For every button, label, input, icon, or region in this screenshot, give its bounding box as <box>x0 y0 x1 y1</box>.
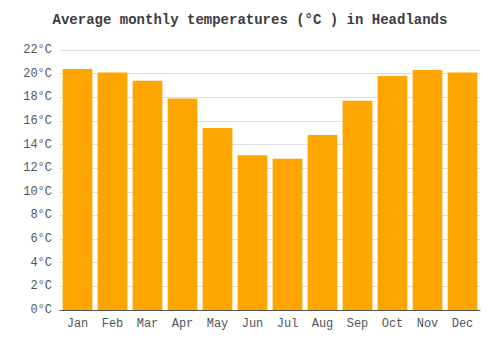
svg-text:Jul: Jul <box>277 317 299 331</box>
svg-text:6°C: 6°C <box>30 232 52 246</box>
svg-text:12°C: 12°C <box>23 161 52 175</box>
svg-text:Oct: Oct <box>382 317 404 331</box>
svg-text:Average monthly temperatures (: Average monthly temperatures (°C ) in He… <box>53 12 448 28</box>
svg-text:Jan: Jan <box>67 317 89 331</box>
svg-text:8°C: 8°C <box>30 208 52 222</box>
svg-text:Sep: Sep <box>347 317 369 331</box>
svg-text:20°C: 20°C <box>23 67 52 81</box>
svg-text:Dec: Dec <box>452 317 474 331</box>
svg-text:22°C: 22°C <box>23 43 52 57</box>
svg-text:4°C: 4°C <box>30 256 52 270</box>
svg-text:10°C: 10°C <box>23 185 52 199</box>
svg-text:May: May <box>207 317 229 331</box>
svg-text:18°C: 18°C <box>23 90 52 104</box>
svg-text:Nov: Nov <box>417 317 439 331</box>
svg-text:0°C: 0°C <box>30 303 52 317</box>
svg-text:2°C: 2°C <box>30 279 52 293</box>
svg-text:Jun: Jun <box>242 317 264 331</box>
svg-text:Aug: Aug <box>312 317 334 331</box>
svg-text:Apr: Apr <box>172 317 194 331</box>
svg-text:14°C: 14°C <box>23 138 52 152</box>
svg-text:16°C: 16°C <box>23 114 52 128</box>
svg-text:Feb: Feb <box>102 317 124 331</box>
svg-text:Mar: Mar <box>137 317 159 331</box>
